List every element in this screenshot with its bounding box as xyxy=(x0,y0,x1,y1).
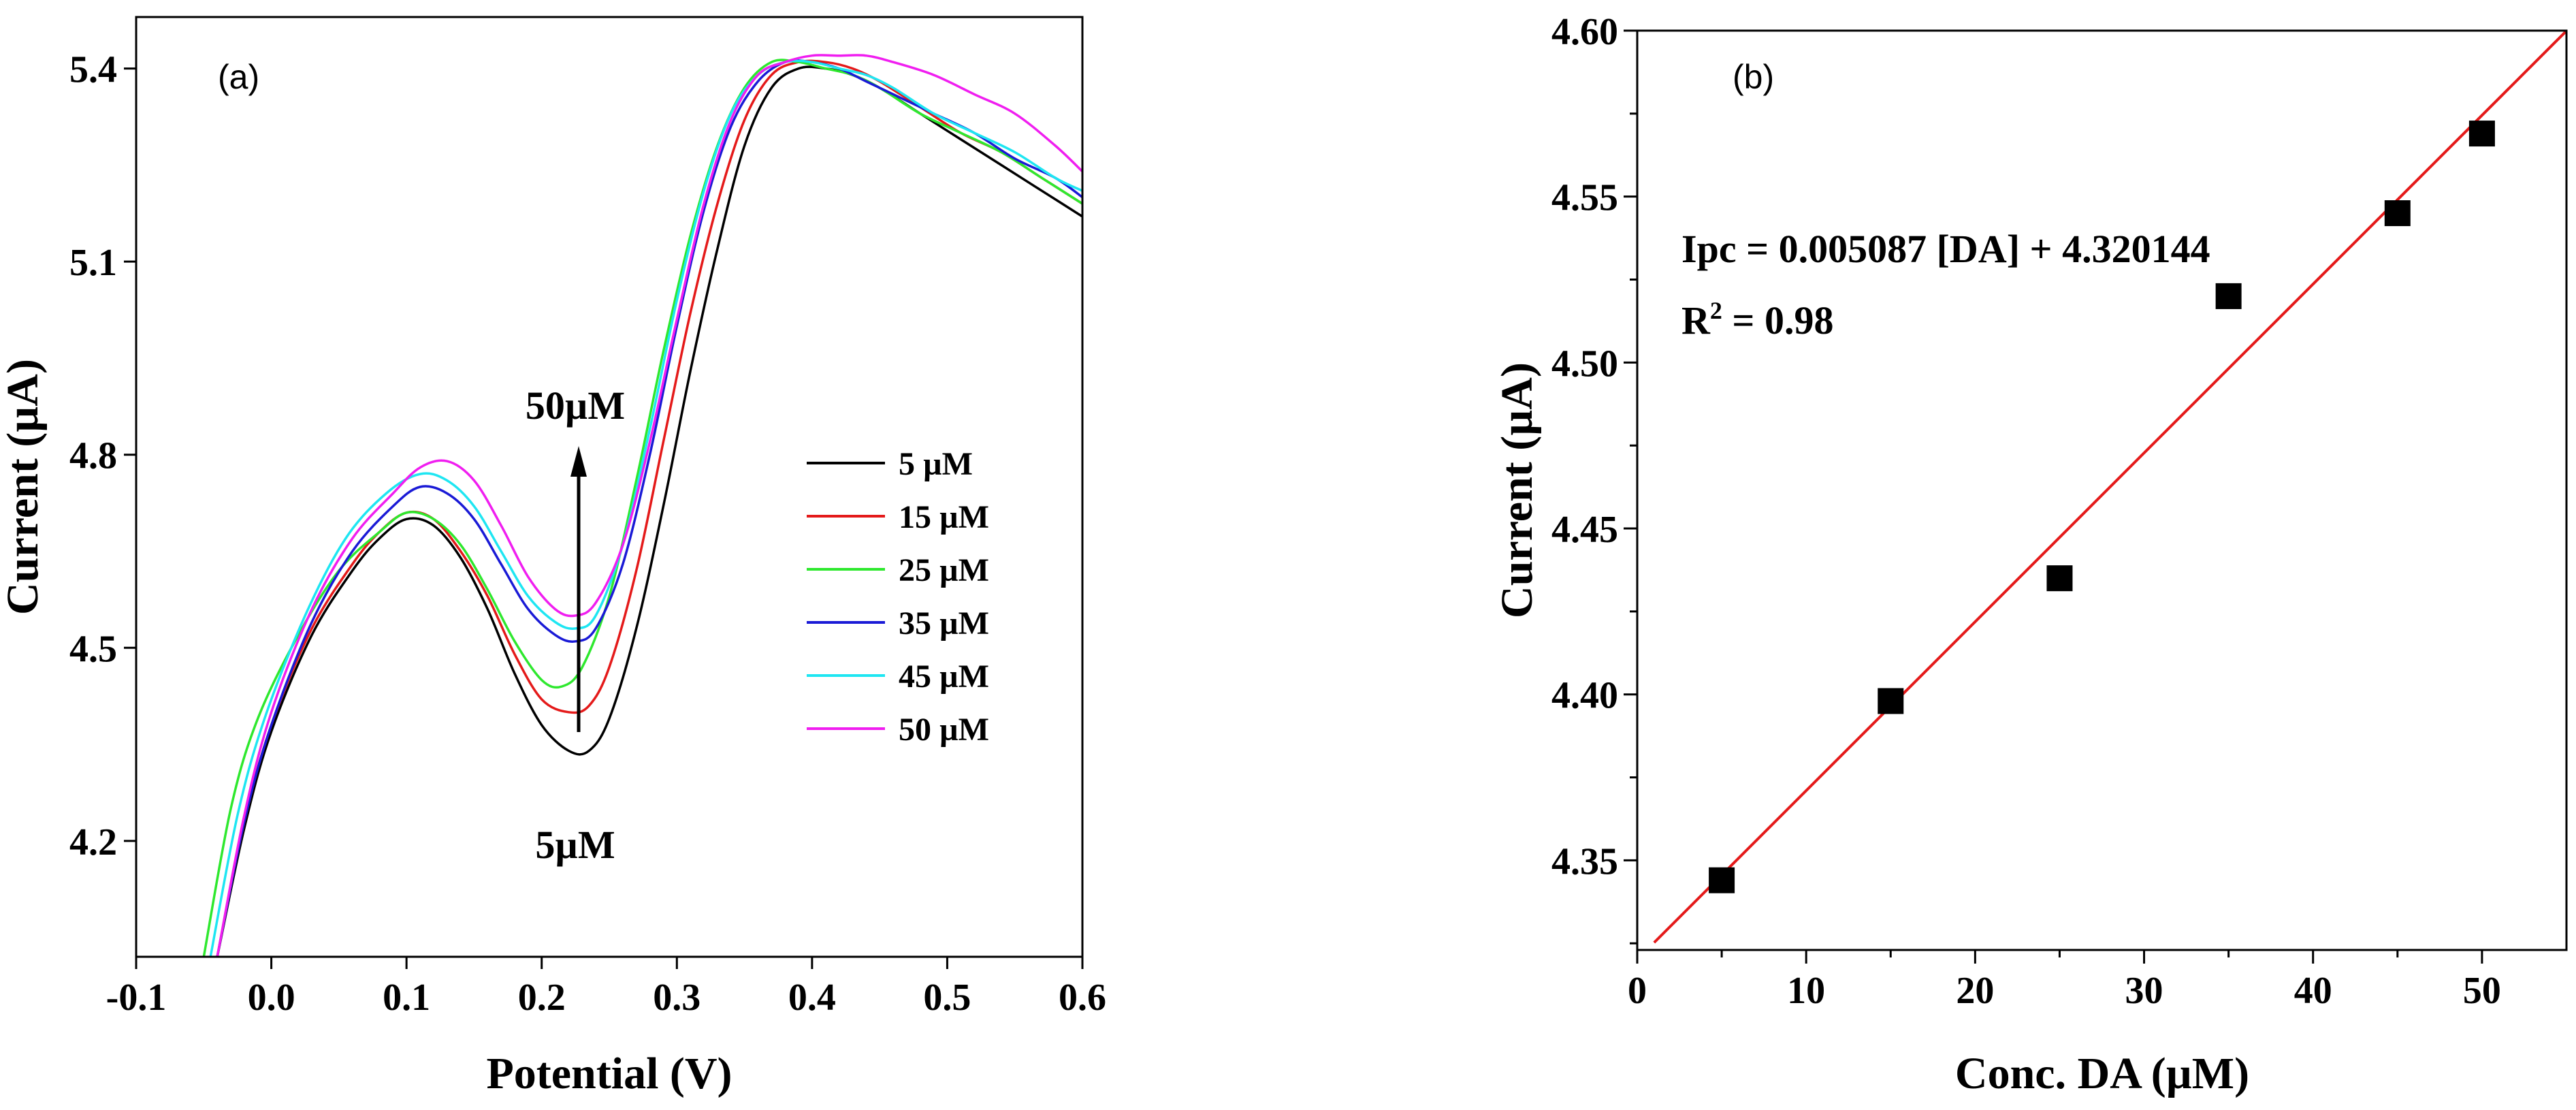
x-tick-label: 20 xyxy=(1956,970,1994,1012)
legend-label-25-m: 25 µM xyxy=(899,552,989,588)
x-tick-label: -0.1 xyxy=(106,977,167,1019)
x-tick-label: 10 xyxy=(1787,970,1825,1012)
panel-a-chart: -0.1 0.0 0.1 0.2 0.3 0.4 0.5 0.6 4.2 4.5 4.8 5.1 5.4… xyxy=(0,16,1106,1098)
legend-label-15-m: 15 µM xyxy=(899,499,989,535)
data-point xyxy=(1878,688,1904,714)
y-tick-label: 4.35 xyxy=(1551,840,1618,883)
y-tick-label: 4.8 xyxy=(69,435,117,477)
r-squared-prefix: R xyxy=(1681,298,1711,343)
data-point xyxy=(2468,121,2495,147)
panel-a-tag: (a) xyxy=(218,58,259,96)
x-tick-label: 30 xyxy=(2125,970,2163,1012)
panel-a-ticks: -0.1 0.0 0.1 0.2 0.3 0.4 0.5 0.6 4.2 4.5 4.8 5.1 5.4 xyxy=(69,49,1106,1019)
x-tick-label: 0 xyxy=(1628,970,1647,1012)
panel-b-y-axis-title: Current (µA) xyxy=(1492,362,1542,618)
panel-a-plot-frame xyxy=(135,16,1084,958)
x-tick-label: 0.6 xyxy=(1059,977,1106,1019)
series-line-35-m xyxy=(216,59,1084,957)
r-squared-value: = 0.98 xyxy=(1722,298,1834,343)
panel-b-plot-frame xyxy=(1636,29,2568,951)
r-squared-superscript: 2 xyxy=(1710,297,1722,324)
legend-label-45-m: 45 µM xyxy=(899,659,989,695)
regression-equation: Ipc = 0.005087 [DA] + 4.320144 xyxy=(1681,227,2210,271)
panel-a-legend: 5 µM 15 µM 25 µM 35 µM 45 µM 50 µM xyxy=(807,446,989,748)
r-squared-label: R2 = 0.98 xyxy=(1681,297,1833,343)
series-line-50-m xyxy=(216,54,1084,957)
x-tick-label: 40 xyxy=(2294,970,2332,1012)
x-tick-label: 0.2 xyxy=(518,977,566,1019)
panel-a-x-axis-title: Potential (V) xyxy=(486,1049,732,1098)
y-tick-label: 4.2 xyxy=(69,821,117,863)
legend-label-35-m: 35 µM xyxy=(899,605,989,641)
concentration-arrow-head xyxy=(570,446,587,477)
y-tick-label: 4.60 xyxy=(1551,11,1618,53)
fit-line xyxy=(1653,29,2568,944)
panel-b-ticks: 0 10 20 30 40 50 4.35 4.40 4.45 4.50 4.55 4.60 xyxy=(1551,11,2501,1012)
y-tick-label: 5.4 xyxy=(69,49,117,91)
legend-label-50-m: 50 µM xyxy=(899,712,989,748)
panel-a-series-group xyxy=(202,54,1084,957)
data-point xyxy=(1709,867,1735,893)
panel-b-tag: (b) xyxy=(1733,58,1774,96)
data-point xyxy=(2215,283,2242,309)
y-tick-label: 5.1 xyxy=(69,242,117,284)
x-tick-label: 0.1 xyxy=(383,977,430,1019)
x-tick-label: 0.5 xyxy=(923,977,971,1019)
data-point xyxy=(2384,200,2411,227)
y-tick-label: 4.55 xyxy=(1551,177,1618,219)
legend-label-5-m: 5 µM xyxy=(899,446,973,482)
y-tick-label: 4.5 xyxy=(69,628,117,670)
x-tick-label: 0.3 xyxy=(653,977,701,1019)
annotation-50uM: 50µM xyxy=(526,383,625,428)
y-tick-label: 4.40 xyxy=(1551,675,1618,717)
panel-b-chart: 0 10 20 30 40 504.354.404.454.504.554.60 (b) … xyxy=(1492,11,2568,1098)
panel-b-x-axis-title: Conc. DA (µM) xyxy=(1955,1049,2249,1098)
y-tick-label: 4.45 xyxy=(1551,509,1618,551)
x-tick-label: 50 xyxy=(2463,970,2501,1012)
panel-b-plot-group xyxy=(1653,29,2568,944)
x-tick-label: 0.0 xyxy=(248,977,295,1019)
x-tick-label: 0.4 xyxy=(788,977,836,1019)
y-tick-label: 4.50 xyxy=(1551,343,1618,385)
data-point xyxy=(2046,565,2073,592)
annotation-5uM: 5µM xyxy=(535,823,615,867)
panel-a-y-axis-title: Current (µA) xyxy=(0,359,48,615)
